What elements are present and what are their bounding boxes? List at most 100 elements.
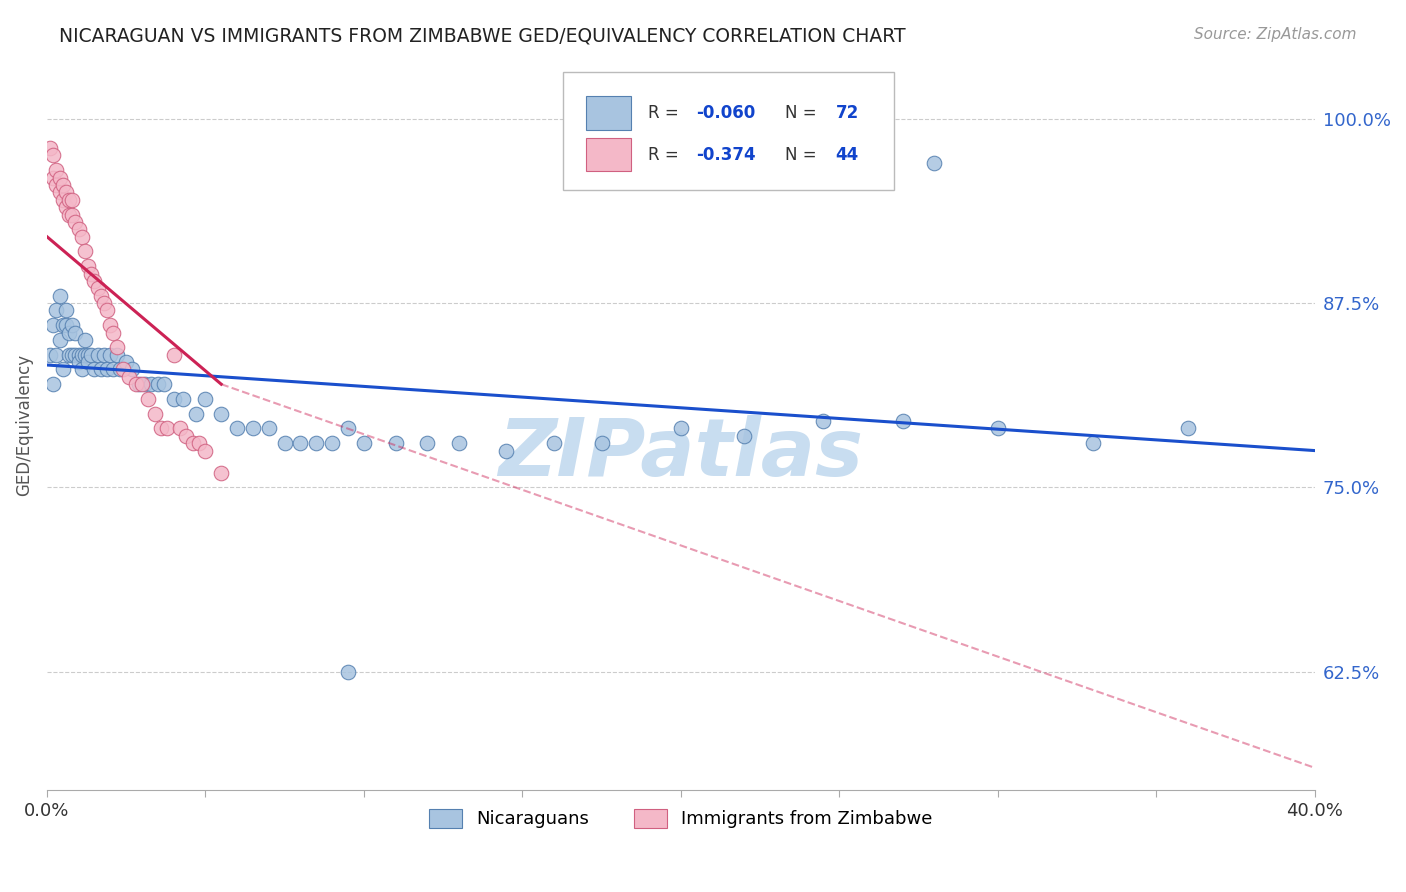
Point — [80, 348, 103, 362]
Point — [67, 355, 90, 369]
Point — [416, 436, 439, 450]
Point — [55, 303, 77, 318]
Point — [48, 170, 70, 185]
Point — [73, 333, 96, 347]
Point — [105, 340, 128, 354]
Point — [67, 222, 90, 236]
Point — [543, 436, 565, 450]
Point — [42, 377, 65, 392]
Text: -0.374: -0.374 — [696, 145, 755, 163]
Point — [42, 148, 65, 162]
Point — [48, 288, 70, 302]
Legend: Nicaraguans, Immigrants from Zimbabwe: Nicaraguans, Immigrants from Zimbabwe — [422, 802, 939, 836]
Point — [105, 348, 128, 362]
Y-axis label: GED/Equivalency: GED/Equivalency — [15, 354, 32, 496]
FancyBboxPatch shape — [586, 137, 631, 171]
Point — [77, 355, 100, 369]
Point — [209, 407, 232, 421]
Point — [131, 377, 153, 392]
Point — [143, 407, 166, 421]
Point — [156, 421, 179, 435]
Point — [67, 348, 90, 362]
Point — [163, 348, 186, 362]
Point — [128, 377, 150, 392]
Point — [65, 326, 87, 340]
Point — [73, 348, 96, 362]
Point — [108, 362, 131, 376]
Point — [45, 163, 67, 178]
Point — [141, 377, 163, 392]
Point — [153, 377, 176, 392]
Point — [98, 318, 121, 333]
Point — [65, 215, 87, 229]
Point — [90, 288, 112, 302]
Point — [176, 429, 198, 443]
Point — [181, 436, 204, 450]
Point — [42, 170, 65, 185]
Point — [163, 392, 186, 406]
Point — [169, 421, 191, 435]
Point — [115, 355, 138, 369]
Point — [45, 178, 67, 192]
Point — [60, 207, 83, 221]
Point — [96, 362, 118, 376]
Point — [669, 421, 692, 435]
Point — [60, 348, 83, 362]
Point — [86, 348, 108, 362]
Point — [591, 436, 613, 450]
Point — [337, 421, 360, 435]
Point — [70, 362, 93, 376]
Text: N =: N = — [785, 145, 821, 163]
Point — [55, 200, 77, 214]
Point — [70, 229, 93, 244]
Point — [52, 193, 75, 207]
Point — [891, 414, 914, 428]
Point — [52, 178, 75, 192]
Point — [1177, 421, 1199, 435]
Point — [146, 377, 169, 392]
Point — [194, 392, 217, 406]
Text: R =: R = — [648, 103, 683, 122]
Point — [337, 665, 360, 679]
Point — [136, 392, 159, 406]
Point — [39, 348, 62, 362]
Point — [384, 436, 406, 450]
Point — [70, 348, 93, 362]
Point — [103, 362, 125, 376]
Point — [45, 303, 67, 318]
Point — [77, 259, 100, 273]
Point — [96, 303, 118, 318]
Point — [813, 414, 835, 428]
Point — [60, 193, 83, 207]
Point — [638, 170, 661, 185]
Point — [55, 186, 77, 200]
Point — [73, 244, 96, 259]
Point — [226, 421, 249, 435]
Point — [103, 326, 125, 340]
Point — [45, 348, 67, 362]
Point — [65, 348, 87, 362]
Point — [93, 348, 115, 362]
Point — [39, 141, 62, 155]
Point — [134, 377, 156, 392]
Point — [733, 429, 755, 443]
Point — [124, 377, 146, 392]
Point — [58, 326, 80, 340]
Point — [172, 392, 194, 406]
Point — [242, 421, 264, 435]
Point — [52, 362, 75, 376]
Point — [48, 186, 70, 200]
Text: 44: 44 — [835, 145, 859, 163]
Point — [93, 296, 115, 310]
Point — [273, 436, 295, 450]
Point — [184, 407, 207, 421]
Text: R =: R = — [648, 145, 683, 163]
Point — [150, 421, 173, 435]
Point — [495, 443, 517, 458]
FancyBboxPatch shape — [562, 72, 894, 190]
Point — [55, 318, 77, 333]
Point — [52, 318, 75, 333]
Point — [48, 333, 70, 347]
Point — [257, 421, 280, 435]
Text: 72: 72 — [835, 103, 859, 122]
